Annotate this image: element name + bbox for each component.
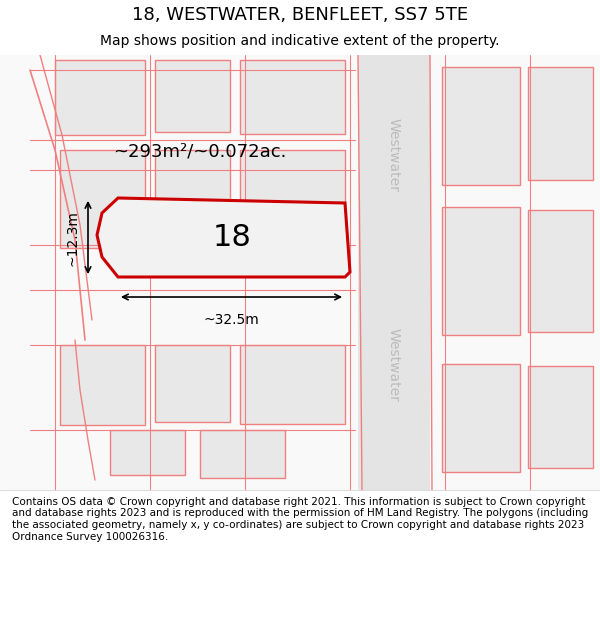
- Text: Map shows position and indicative extent of the property.: Map shows position and indicative extent…: [100, 34, 500, 48]
- Text: ~293m²/~0.072ac.: ~293m²/~0.072ac.: [113, 143, 287, 161]
- Bar: [200, 430, 285, 478]
- Bar: [240, 60, 345, 134]
- Bar: [155, 345, 230, 422]
- Bar: [358, 55, 430, 490]
- Text: ~12.3m: ~12.3m: [66, 210, 80, 266]
- Bar: [60, 150, 145, 248]
- Bar: [442, 207, 520, 335]
- Bar: [528, 67, 593, 180]
- Text: Westwater: Westwater: [387, 118, 401, 192]
- Bar: [110, 430, 185, 475]
- Bar: [442, 67, 520, 185]
- Bar: [155, 60, 230, 132]
- Bar: [442, 364, 520, 472]
- Text: Contains OS data © Crown copyright and database right 2021. This information is : Contains OS data © Crown copyright and d…: [12, 497, 588, 541]
- Bar: [528, 210, 593, 332]
- Bar: [240, 150, 345, 246]
- Text: 18: 18: [212, 222, 251, 251]
- Bar: [528, 366, 593, 468]
- Bar: [60, 345, 145, 425]
- Polygon shape: [97, 198, 350, 277]
- Bar: [240, 345, 345, 424]
- Text: Westwater: Westwater: [387, 328, 401, 402]
- Bar: [55, 60, 145, 135]
- Bar: [155, 150, 230, 244]
- Text: 18, WESTWATER, BENFLEET, SS7 5TE: 18, WESTWATER, BENFLEET, SS7 5TE: [132, 6, 468, 24]
- Text: ~32.5m: ~32.5m: [203, 313, 259, 327]
